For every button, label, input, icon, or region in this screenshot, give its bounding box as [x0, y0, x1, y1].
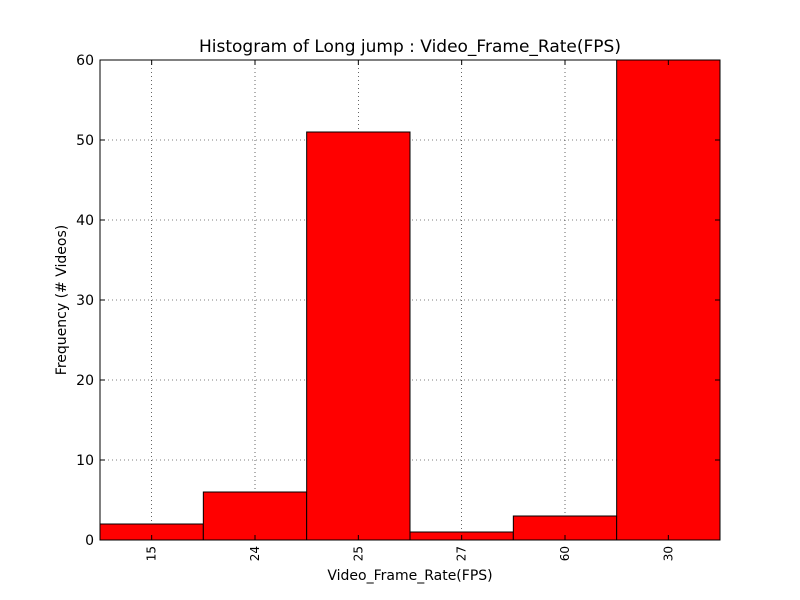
y-tick-label: 50 [76, 133, 94, 149]
y-tick-label: 0 [85, 533, 94, 549]
x-axis-label: Video_Frame_Rate(FPS) [327, 568, 492, 584]
y-tick-label: 60 [76, 53, 94, 69]
x-tick-label: 24 [248, 546, 262, 561]
y-tick-label: 20 [76, 373, 94, 389]
x-tick-label: 25 [351, 546, 365, 561]
y-tick-label: 40 [76, 213, 94, 229]
bar-25 [306, 131, 411, 541]
y-axis-label: Frequency (# Videos) [54, 225, 70, 375]
bar-24 [202, 491, 308, 541]
y-axis-ticks: 0 10 20 30 40 50 60 [76, 53, 720, 549]
x-tick-label: 30 [661, 546, 675, 561]
bar-30 [616, 59, 721, 541]
x-tick-label: 27 [455, 546, 469, 561]
y-tick-label: 30 [76, 293, 94, 309]
y-tick-label: 10 [76, 453, 94, 469]
chart-title: Histogram of Long jump : Video_Frame_Rat… [199, 37, 621, 57]
x-axis-ticks: 15 24 25 27 60 30 [145, 60, 675, 561]
x-tick-label: 60 [558, 546, 572, 561]
x-tick-label: 15 [145, 546, 159, 561]
